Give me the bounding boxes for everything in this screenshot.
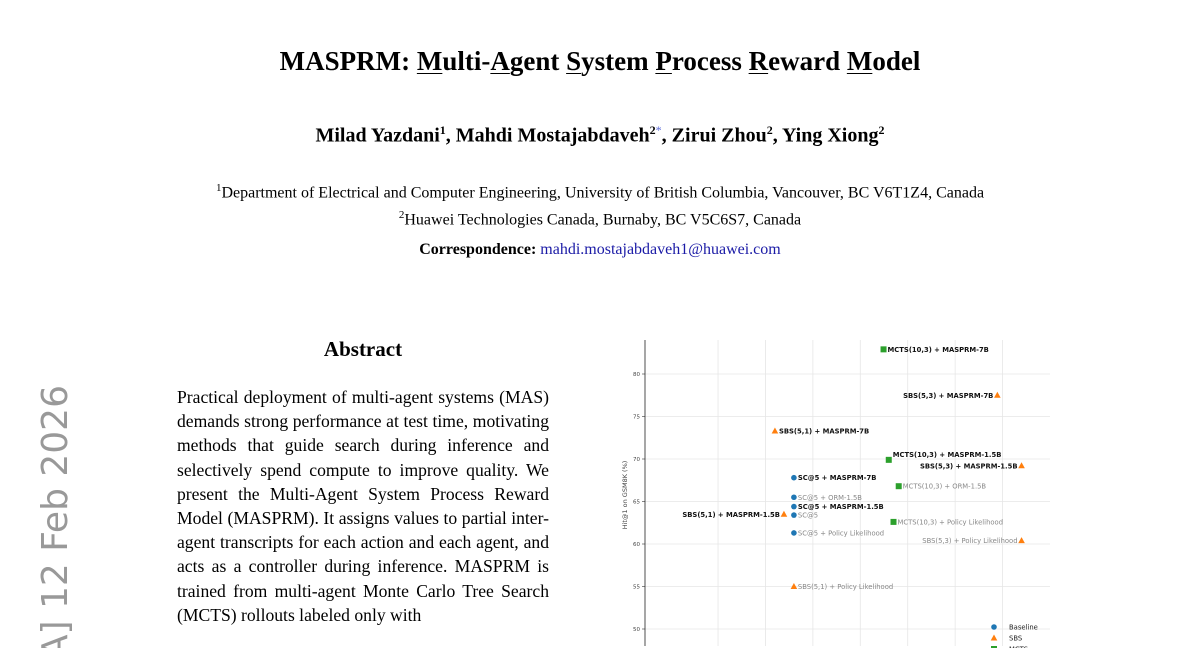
point-label: SC@5 + MASPRM-7B [798, 474, 876, 482]
paper-title: MASPRM: Multi-Agent System Process Rewar… [0, 46, 1200, 77]
data-point [791, 474, 797, 481]
data-point [1018, 462, 1025, 469]
author-affiliation: 2 [879, 123, 885, 137]
title-part: S [566, 46, 582, 76]
data-point [1018, 537, 1025, 544]
author-affiliation: 2* [650, 123, 662, 137]
title-part: ulti- [442, 46, 491, 76]
author-affiliation: 1 [440, 123, 446, 137]
point-label: SBS(5,1) + Policy Likelihood [798, 583, 893, 591]
data-point [890, 518, 897, 525]
point-label: SBS(5,3) + MASPRM-7B [903, 392, 993, 400]
point-label: SC@5 + Policy Likelihood [798, 529, 884, 537]
corresponding-mark: * [655, 123, 662, 137]
data-point [780, 510, 788, 517]
title-part: odel [872, 46, 921, 76]
y-tick-label: 80 [633, 372, 640, 378]
title-part: MASPRM: [279, 46, 417, 76]
y-tick-label: 65 [633, 500, 640, 506]
legend-marker [990, 634, 998, 641]
correspondence-label: Correspondence: [419, 241, 537, 258]
author-name: Ying Xiong [781, 124, 879, 147]
title-part: R [748, 46, 769, 76]
point-label: SC@5 [798, 512, 818, 520]
data-point [791, 494, 797, 501]
author-name: Zirui Zhou [671, 124, 767, 147]
title-part: eward [768, 46, 847, 76]
aff-number: 2 [878, 123, 885, 137]
aff-number: 2 [766, 123, 773, 137]
data-point [791, 530, 797, 536]
data-point [880, 346, 887, 353]
affiliation-number: 1 [215, 182, 222, 194]
abstract-text: Practical deployment of multi-agent syst… [177, 387, 549, 625]
title-part: gent [509, 46, 567, 76]
y-tick-label: 75 [633, 415, 640, 421]
data-point [791, 512, 797, 518]
data-point [791, 503, 797, 510]
data-point [771, 427, 779, 434]
point-label: SC@5 + ORM-1.5B [798, 494, 862, 502]
arxiv-stamp: A] 12 Feb 2026 [35, 385, 76, 648]
legend-label: Baseline [1009, 624, 1038, 632]
author-name: Milad Yazdani [315, 124, 440, 147]
point-label: SBS(5,3) + MASPRM-1.5B [920, 462, 1018, 470]
affiliation-text: Huawei Technologies Canada, Burnaby, BC … [404, 211, 802, 229]
title-part: A [490, 46, 510, 76]
point-label: SBS(5,1) + MASPRM-1.5B [682, 511, 780, 519]
title-part: rocess [671, 46, 749, 76]
point-label: SBS(5,1) + MASPRM-7B [779, 427, 869, 435]
legend-marker [991, 624, 997, 630]
author-affiliation: 2 [767, 123, 773, 137]
data-point [994, 391, 1001, 398]
y-tick-label: 50 [633, 627, 640, 633]
authors: Milad Yazdani1, Mahdi Mostajabdaveh2*, Z… [0, 123, 1200, 148]
title-part: M [846, 46, 873, 76]
point-label: SBS(5,3) + Policy Likelihood [922, 537, 1017, 545]
title-part: M [416, 46, 443, 76]
y-axis-label: Hit@1 on GSM8K (%) [621, 461, 629, 530]
aff-number: 1 [439, 123, 446, 137]
affiliation: 1Department of Electrical and Computer E… [0, 182, 1200, 202]
point-label: MCTS(10,3) + Policy Likelihood [898, 518, 1004, 526]
correspondence: Correspondence: mahdi.mostajabdaveh1@huaw… [0, 241, 1200, 259]
point-label: MCTS(10,3) + ORM-1.5B [903, 483, 987, 491]
title-part: ystem [581, 46, 656, 76]
data-point [895, 483, 902, 490]
affiliation-number: 2 [398, 209, 405, 221]
data-point [790, 583, 798, 589]
email-link[interactable]: mahdi.mostajabdaveh1@huawei.com [540, 241, 781, 258]
y-tick-label: 55 [633, 585, 640, 591]
affiliation: 2Huawei Technologies Canada, Burnaby, BC… [0, 209, 1200, 229]
data-point [885, 456, 892, 463]
point-label: MCTS(10,3) + MASPRM-7B [888, 346, 989, 354]
point-label: SC@5 + MASPRM-1.5B [798, 503, 884, 511]
y-tick-label: 60 [633, 542, 640, 548]
separator: , [661, 124, 672, 147]
legend-label: MCTS [1009, 646, 1028, 648]
y-tick-label: 70 [633, 457, 640, 463]
separator: , [772, 124, 782, 147]
separator: , [445, 124, 456, 147]
abstract-heading: Abstract [323, 337, 403, 361]
legend-marker [991, 646, 997, 648]
legend-label: SBS [1009, 635, 1022, 643]
affiliation-text: Department of Electrical and Computer En… [221, 184, 985, 202]
point-label: MCTS(10,3) + MASPRM-1.5B [893, 451, 1002, 459]
author-name: Mahdi Mostajabdaveh [455, 124, 650, 147]
title-part: P [655, 46, 672, 76]
aff-number: 2 [649, 123, 656, 137]
